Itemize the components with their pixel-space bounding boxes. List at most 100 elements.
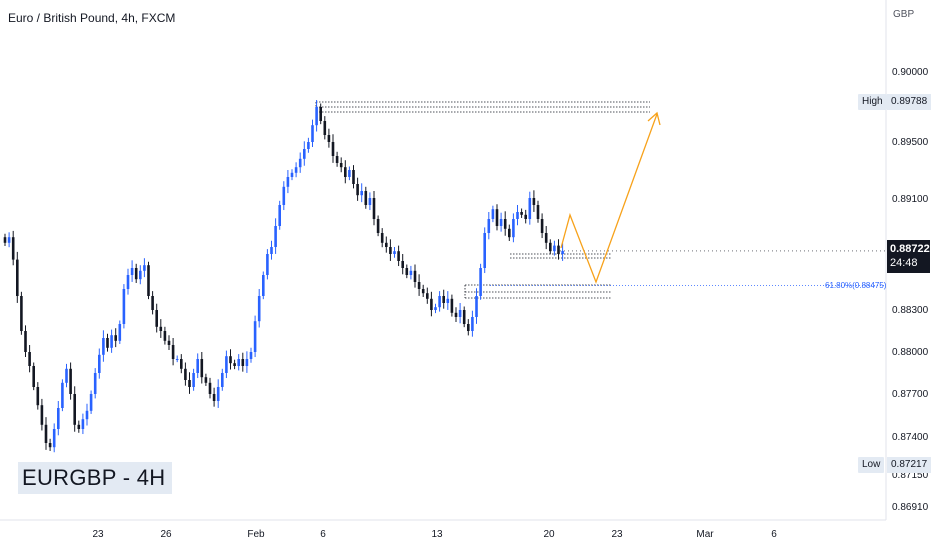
candle-body — [270, 247, 273, 254]
candle-body — [536, 205, 540, 219]
candle-body — [241, 359, 245, 366]
candle-body — [175, 359, 179, 360]
candle-body — [438, 296, 441, 308]
candle-body — [237, 359, 240, 366]
candle-body — [311, 125, 314, 142]
candle-body — [298, 158, 302, 168]
level-lines — [315, 101, 886, 299]
candle-body — [520, 212, 523, 215]
candle-body — [40, 405, 44, 425]
candle-body — [344, 167, 347, 177]
candle-body — [81, 419, 85, 429]
candle-body — [147, 265, 150, 296]
candle-body — [262, 275, 265, 296]
price-tick: 0.87150 — [892, 470, 929, 481]
candle-body — [253, 321, 257, 352]
candle-body — [339, 163, 343, 168]
candle-body — [16, 259, 19, 296]
candle-body — [475, 296, 478, 317]
candle-body — [524, 214, 527, 219]
price-tick: 0.89100 — [892, 194, 929, 205]
date-tick: 20 — [543, 529, 555, 540]
candle-body — [134, 268, 138, 280]
candle-body — [540, 219, 544, 233]
candle-body — [225, 356, 228, 373]
candle-body — [32, 366, 35, 387]
candle-body — [479, 268, 482, 296]
candle-body — [36, 387, 40, 406]
candle-body — [544, 233, 548, 243]
candle-body — [106, 338, 109, 348]
candle-body — [139, 270, 142, 280]
candle-body — [364, 191, 368, 205]
candle-body — [130, 268, 134, 275]
price-tick: 0.89500 — [892, 137, 929, 148]
candle-body — [389, 247, 392, 254]
candle-body — [200, 359, 204, 378]
candle-body — [286, 177, 290, 187]
candle-body — [557, 245, 560, 254]
candle-body — [508, 228, 511, 238]
candle-body — [319, 107, 322, 121]
candle-body — [155, 310, 158, 327]
candle-body — [294, 167, 298, 173]
candle-body — [426, 293, 429, 299]
candle-body — [413, 270, 417, 282]
candle-body — [335, 156, 339, 163]
candle-body — [434, 307, 437, 310]
candle-body — [167, 340, 171, 345]
candle-body — [323, 121, 327, 135]
high-tag: High — [858, 94, 887, 110]
candle-body — [282, 186, 286, 205]
candle-body — [89, 394, 93, 411]
candle-body — [102, 338, 105, 355]
current-price: 0.88722 — [890, 243, 930, 255]
candle-body — [516, 212, 519, 219]
low-value: 0.87217 — [887, 457, 932, 473]
bar-countdown: 24:48 — [890, 257, 918, 269]
candle-body — [360, 191, 363, 196]
candle-body — [462, 310, 466, 324]
candle-body — [188, 380, 191, 387]
candle-body — [385, 242, 388, 247]
candle-body — [249, 352, 253, 359]
date-tick: 23 — [92, 529, 104, 540]
candle-body — [69, 368, 72, 394]
high-value: 0.89788 — [887, 94, 932, 110]
candle-body — [397, 251, 400, 261]
chart-title: Euro / British Pound, 4h, FXCM — [8, 11, 176, 25]
candle-body — [85, 410, 89, 420]
price-tick: 0.90000 — [892, 67, 929, 78]
candle-body — [352, 170, 355, 184]
candle-body — [28, 352, 31, 366]
candle-body — [471, 317, 474, 331]
candle-body — [483, 233, 486, 268]
candle-body — [48, 443, 52, 448]
candle-body — [561, 250, 564, 254]
current-price-marker: 0.88722 24:48 — [887, 240, 930, 273]
candle-body — [20, 296, 23, 331]
candle-body — [372, 198, 376, 219]
candle-body — [553, 245, 556, 252]
candle-body — [430, 298, 433, 310]
candle-body — [393, 251, 396, 254]
candle-body — [11, 237, 15, 260]
price-tick: 0.87400 — [892, 432, 929, 443]
candle-body — [274, 226, 277, 247]
candle-body — [229, 356, 232, 364]
date-tick: 6 — [771, 529, 777, 540]
candle-body — [114, 335, 117, 341]
candle-body — [192, 373, 195, 387]
candle-body — [315, 107, 318, 126]
candle-body — [491, 209, 495, 219]
projection-path — [560, 111, 661, 284]
currency-label: GBP — [893, 9, 915, 20]
candle-body — [61, 382, 64, 408]
date-tick: 26 — [160, 529, 172, 540]
candle-body — [499, 219, 503, 226]
candle-body — [221, 373, 224, 387]
candle-body — [495, 209, 499, 226]
candle-body — [65, 368, 68, 383]
